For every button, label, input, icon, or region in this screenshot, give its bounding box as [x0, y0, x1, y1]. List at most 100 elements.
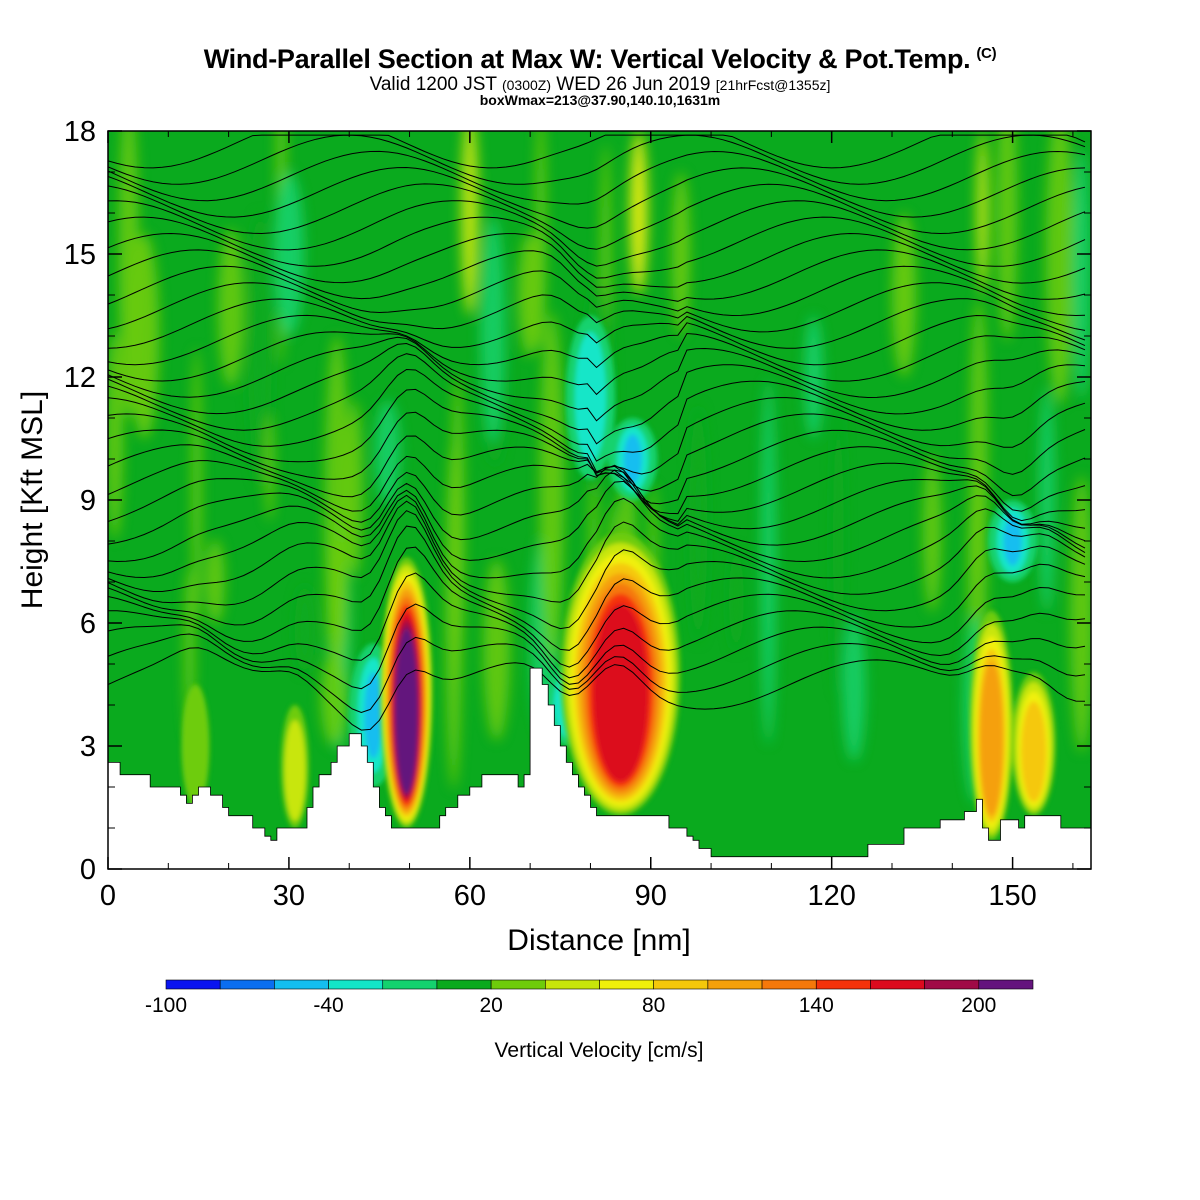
- colorbar-segment: [165, 979, 221, 990]
- field-streak: [996, 131, 1018, 341]
- field-streak: [1045, 131, 1075, 405]
- field-streak: [345, 400, 364, 578]
- x-tick-label: 30: [273, 880, 305, 912]
- colorbar-tick-label: 80: [642, 994, 665, 1017]
- isentrope-line: [108, 633, 1086, 714]
- updraft-level: [395, 628, 419, 795]
- x-tick-label: 150: [988, 880, 1036, 912]
- isentrope-line: [108, 331, 1086, 396]
- x-tick-label: 0: [100, 880, 116, 912]
- colorbar-tick-label: -40: [313, 994, 343, 1017]
- colorbar-segment: [815, 979, 871, 990]
- valid-utc: (0300Z): [501, 77, 552, 93]
- field-streak: [539, 312, 565, 662]
- isentrope-line: [108, 494, 1086, 579]
- updraft-level: [284, 720, 306, 821]
- isentrope-line: [108, 353, 1086, 462]
- field-streak: [832, 392, 845, 695]
- field-streak: [969, 299, 988, 584]
- colorbar: -100 -40 20 80 140 200: [145, 979, 1034, 1017]
- y-tick-label: 3: [80, 731, 96, 763]
- field-streak: [1070, 475, 1091, 753]
- box-wmax-info: boxWmax=213@37.90,140.10,1631m: [479, 92, 721, 108]
- isentrope-line: [108, 510, 1086, 630]
- field-streak: [324, 335, 350, 678]
- isentrope-line: [108, 603, 1086, 690]
- field-streak: [273, 172, 304, 336]
- chart-title-text: Wind-Parallel Section at Max W: Vertical…: [203, 44, 971, 74]
- isentrope-line: [108, 134, 1086, 169]
- field-streak: [294, 584, 315, 674]
- y-tick-label: 15: [64, 239, 96, 271]
- isentrope-line: [108, 200, 1086, 267]
- field-streak: [108, 331, 124, 540]
- field-streak: [842, 614, 866, 762]
- isentrope-line: [108, 216, 1086, 279]
- valid-date: WED 26 Jun 2019: [556, 74, 711, 95]
- y-tick-label: 6: [80, 608, 96, 640]
- isentrope-line: [108, 150, 1086, 205]
- isentrope-line: [108, 480, 1086, 563]
- isentrope-line: [108, 435, 1086, 515]
- velocity-field: [108, 131, 1091, 869]
- updraft-level: [979, 661, 1004, 817]
- downdraft-core: [623, 434, 642, 484]
- isentrope-line: [108, 469, 1086, 546]
- isentrope-line: [108, 134, 1086, 185]
- colorbar-tick-label: 20: [479, 994, 502, 1017]
- isentrope-line: [108, 166, 1086, 229]
- colorbar-segment: [978, 979, 1034, 990]
- field-streak: [191, 347, 202, 626]
- isentrope-line: [108, 183, 1086, 250]
- isentrope-line: [108, 647, 1086, 731]
- isentrope-line: [108, 298, 1086, 349]
- forecast-info: [21hrFcst@1355z]: [715, 77, 831, 93]
- field-streak: [760, 379, 776, 745]
- field-streak: [1072, 148, 1091, 399]
- colorbar-segment: [761, 979, 817, 990]
- colorbar-segment: [382, 979, 438, 990]
- updraft-cores: [181, 532, 1056, 841]
- colorbar-segment: [545, 979, 600, 990]
- terrain: [108, 667, 1091, 869]
- field-streak: [129, 233, 160, 439]
- colorbar-tick-label: 140: [799, 994, 834, 1017]
- y-tick-label: 9: [80, 485, 96, 517]
- isentrope-line: [108, 546, 1086, 668]
- y-tick-label: 18: [64, 116, 96, 148]
- isentrope-line: [108, 314, 1086, 369]
- updraft-level: [1021, 701, 1047, 802]
- updraft-level: [592, 603, 649, 782]
- x-tick-label: 120: [807, 880, 855, 912]
- colorbar-segment: [219, 979, 275, 990]
- y-axis-label: Height [Kft MSL]: [16, 391, 49, 609]
- valid-time: Valid 1200 JST: [369, 74, 497, 95]
- x-axis-label: Distance [nm]: [507, 924, 690, 957]
- isentrope-line: [108, 265, 1086, 317]
- field-streak: [922, 454, 942, 612]
- isentrope-line: [108, 388, 1086, 492]
- isentrope-line: [108, 342, 1086, 445]
- field-streak: [265, 414, 275, 521]
- colorbar-segment: [274, 979, 329, 990]
- copyright-mark: (C): [976, 45, 997, 62]
- chart-subtitle: Valid 1200 JST (0300Z) WED 26 Jun 2019 […: [0, 74, 1200, 96]
- isentrope-line: [108, 525, 1086, 651]
- isentrope-line: [108, 249, 1086, 302]
- colorbar-segment: [707, 979, 763, 990]
- terrain-profile: [108, 667, 1091, 869]
- colorbar-label: Vertical Velocity [cm/s]: [495, 1039, 704, 1062]
- field-texture: [108, 131, 1091, 803]
- field-streak: [247, 213, 272, 485]
- field-streak: [320, 652, 348, 746]
- field-streak: [629, 131, 648, 295]
- field-streak: [480, 216, 506, 444]
- theta-isentropes: [108, 134, 1086, 731]
- colorbar-segment: [599, 979, 654, 990]
- updraft-level: [181, 684, 210, 808]
- colorbar-segment: [653, 979, 709, 990]
- colorbar-segment: [436, 979, 492, 990]
- downdraft-core: [581, 348, 600, 447]
- field-streak: [518, 233, 543, 357]
- field-streak: [976, 131, 989, 295]
